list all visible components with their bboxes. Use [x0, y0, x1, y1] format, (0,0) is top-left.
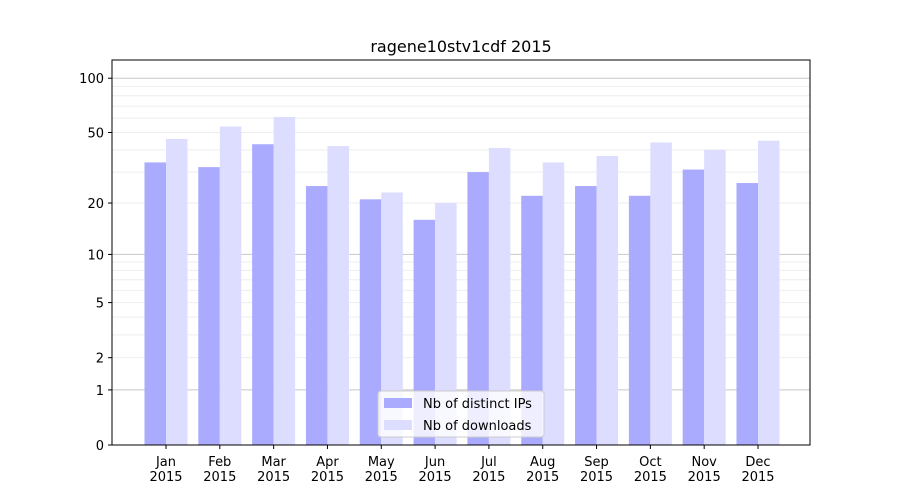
y-tick-label: 100 — [79, 72, 104, 87]
x-tick-label: Jan 2015 — [149, 455, 182, 485]
x-tick-label: Feb 2015 — [203, 455, 236, 485]
legend: Nb of distinct IPs Nb of downloads — [377, 390, 545, 438]
bar-downloads — [650, 142, 672, 445]
bar-downloads — [219, 126, 242, 446]
y-tick-label: 50 — [87, 127, 104, 142]
bars — [144, 116, 780, 446]
y-tick-label: 0 — [96, 439, 104, 454]
x-tick-label: Apr 2015 — [311, 455, 344, 485]
bar-downloads — [381, 192, 403, 445]
x-tick-label: Dec 2015 — [741, 455, 774, 485]
y-tick-label: 2 — [96, 352, 104, 367]
bar-distinct-ips — [736, 183, 758, 445]
bar-downloads — [273, 116, 296, 445]
bar-distinct-ips — [467, 172, 489, 445]
bar-distinct-ips — [575, 186, 597, 445]
bar-downloads — [435, 203, 457, 445]
legend-label-ips: Nb of distinct IPs — [423, 397, 532, 412]
x-tick-label: Nov 2015 — [688, 455, 721, 485]
bar-distinct-ips — [305, 186, 328, 445]
legend-label-downloads: Nb of downloads — [423, 419, 532, 434]
bar-distinct-ips — [521, 195, 543, 445]
x-tick-label: Mar 2015 — [257, 455, 290, 485]
bar-distinct-ips — [359, 199, 382, 445]
bar-downloads — [166, 139, 188, 445]
y-tick-label: 10 — [87, 248, 104, 263]
x-tick-label: Oct 2015 — [634, 455, 667, 485]
bar-distinct-ips — [628, 195, 651, 445]
bar-distinct-ips — [198, 167, 220, 445]
legend-swatch-ips — [384, 398, 412, 408]
x-tick-label: Jul 2015 — [472, 455, 505, 485]
bar-distinct-ips — [413, 219, 436, 445]
x-tick-label: May 2015 — [365, 455, 398, 485]
bar-downloads — [542, 162, 565, 445]
bar-distinct-ips — [252, 144, 274, 445]
x-tick-label: Sep 2015 — [580, 455, 613, 485]
chart-title: ragene10stv1cdf 2015 — [370, 37, 551, 56]
bar-distinct-ips — [682, 169, 705, 445]
bar-downloads — [758, 140, 780, 445]
bar-downloads — [327, 146, 349, 445]
legend-box — [377, 390, 545, 438]
x-tick-label: Aug 2015 — [526, 455, 559, 485]
y-tick-label: 5 — [96, 297, 104, 312]
bar-downloads — [488, 147, 511, 445]
x-tick-label: Jun 2015 — [419, 455, 452, 485]
bar-distinct-ips — [144, 162, 166, 445]
bar-downloads — [704, 149, 726, 445]
y-tick-label: 20 — [87, 197, 104, 212]
y-axis: 0 1 2 5 10 20 50 100 — [79, 72, 112, 454]
bar-downloads — [596, 155, 619, 445]
x-axis: Jan 2015 Feb 2015 Mar 2015 Apr 2015 May 2015 Jun 20… — [149, 445, 775, 485]
legend-swatch-downloads — [384, 420, 412, 430]
plot-frame — [111, 59, 811, 446]
y-tick-label: 1 — [96, 384, 104, 399]
